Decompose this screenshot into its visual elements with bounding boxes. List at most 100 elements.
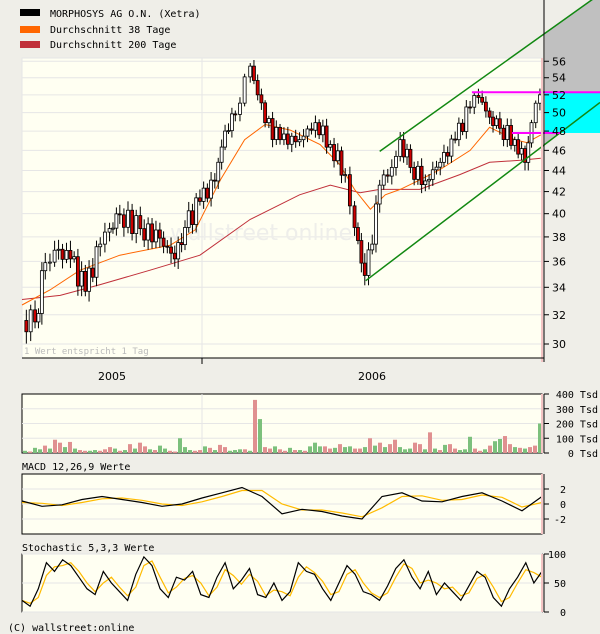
volume-bar	[328, 448, 332, 453]
candle-body	[533, 102, 538, 124]
volume-bar	[258, 419, 262, 453]
volume-bar	[338, 444, 342, 453]
candle-body	[223, 130, 227, 148]
candle-body	[419, 165, 424, 185]
candle-body	[165, 245, 170, 248]
volume-bar	[438, 450, 442, 453]
candle-body	[72, 256, 77, 260]
volume-bar	[388, 444, 392, 453]
volume-bar	[503, 436, 507, 453]
candle-body	[401, 139, 406, 158]
volume-bar	[103, 449, 107, 453]
candle-body	[509, 125, 513, 146]
candle-body	[39, 270, 44, 314]
candle-body	[172, 252, 177, 260]
volume-bar	[488, 445, 492, 453]
candle-body	[293, 135, 298, 143]
volume-bar	[153, 450, 157, 453]
candle-body	[252, 65, 256, 81]
volume-bar	[58, 442, 62, 453]
candle-body	[266, 118, 271, 124]
volume-bar	[483, 449, 487, 453]
candle-body	[324, 125, 329, 148]
x-tick-label-2006: 2006	[358, 370, 386, 383]
candle-body	[356, 227, 360, 241]
candle-body	[90, 267, 95, 278]
candle-body	[238, 102, 242, 115]
candle-body	[36, 313, 41, 323]
candle-body	[317, 122, 322, 136]
volume-bar	[413, 442, 417, 453]
candle-body	[117, 213, 122, 216]
candle-body	[274, 126, 279, 140]
volume-bar	[473, 448, 477, 453]
volume-bar	[248, 450, 252, 453]
ma200-line	[21, 157, 541, 300]
volume-bar	[268, 448, 272, 453]
volume-bar	[173, 451, 177, 453]
candle-body	[487, 110, 492, 118]
volume-bar	[228, 450, 232, 453]
candle-body	[190, 210, 195, 225]
price-tick-label: 50	[552, 107, 566, 120]
volume-bar	[368, 438, 372, 453]
stochastic-panel: Stochastic 5,3,3 Werte 0 50 100	[21, 543, 566, 619]
volume-bar	[158, 445, 162, 453]
candle-body	[415, 165, 420, 180]
volume-bar	[498, 438, 502, 453]
legend-swatch-ma200	[20, 41, 40, 48]
watermark: wallstreet online	[170, 221, 352, 246]
candle-body	[94, 246, 99, 278]
volume-bar	[523, 448, 527, 453]
indicator-tick-label: 0	[560, 500, 566, 511]
candle-body	[255, 80, 260, 96]
candle-body	[464, 106, 469, 132]
candle-body	[366, 249, 371, 276]
indicator-main-line	[21, 555, 543, 608]
candle-body	[505, 125, 510, 140]
candle-body	[430, 169, 435, 180]
volume-bar	[343, 447, 347, 453]
candle-body	[370, 243, 375, 251]
candle-body	[138, 215, 143, 230]
price-panel: wallstreet online 1 Wert entspricht 1 Ta…	[21, 0, 600, 383]
candle-body	[75, 256, 80, 287]
candle-body	[423, 180, 428, 185]
candle-body	[526, 142, 531, 163]
macd-panel: MACD 12,26,9 Werte -2 0 2	[21, 462, 566, 535]
candle-body	[68, 250, 73, 260]
candle-body	[377, 184, 382, 205]
candle-body	[301, 135, 306, 141]
candle-body	[305, 128, 310, 137]
indicator-main-line	[21, 486, 543, 520]
volume-panel: 0 Tsd 100 Tsd 200 Tsd 300 Tsd 400 Tsd	[21, 390, 598, 460]
candle-body	[480, 97, 485, 103]
candle-body	[64, 250, 69, 260]
candle-body	[362, 262, 367, 276]
price-tick-label: 30	[552, 338, 566, 351]
candle-body	[176, 242, 181, 260]
candle-body	[114, 213, 119, 229]
candle-body	[339, 150, 344, 176]
candle-body	[83, 271, 88, 292]
candle-body	[33, 309, 37, 323]
target-band	[545, 92, 600, 133]
candle-body	[28, 309, 33, 333]
legend: MORPHOSYS AG O.N. (Xetra) Durchschnitt 3…	[20, 9, 201, 51]
candle-body	[309, 128, 314, 131]
candle-body	[150, 223, 154, 243]
volume-bar	[443, 444, 447, 453]
volume-bar	[33, 447, 37, 453]
candle-body	[374, 203, 378, 245]
candle-body	[198, 197, 202, 202]
candle-body	[313, 122, 318, 131]
candle-body	[335, 150, 340, 162]
volume-bar	[318, 446, 322, 453]
volume-bar	[138, 442, 142, 453]
volume-bar	[113, 448, 117, 453]
candle-body	[43, 262, 48, 272]
candle-body	[468, 106, 472, 109]
volume-bar	[188, 450, 192, 453]
candle-body	[483, 101, 488, 112]
